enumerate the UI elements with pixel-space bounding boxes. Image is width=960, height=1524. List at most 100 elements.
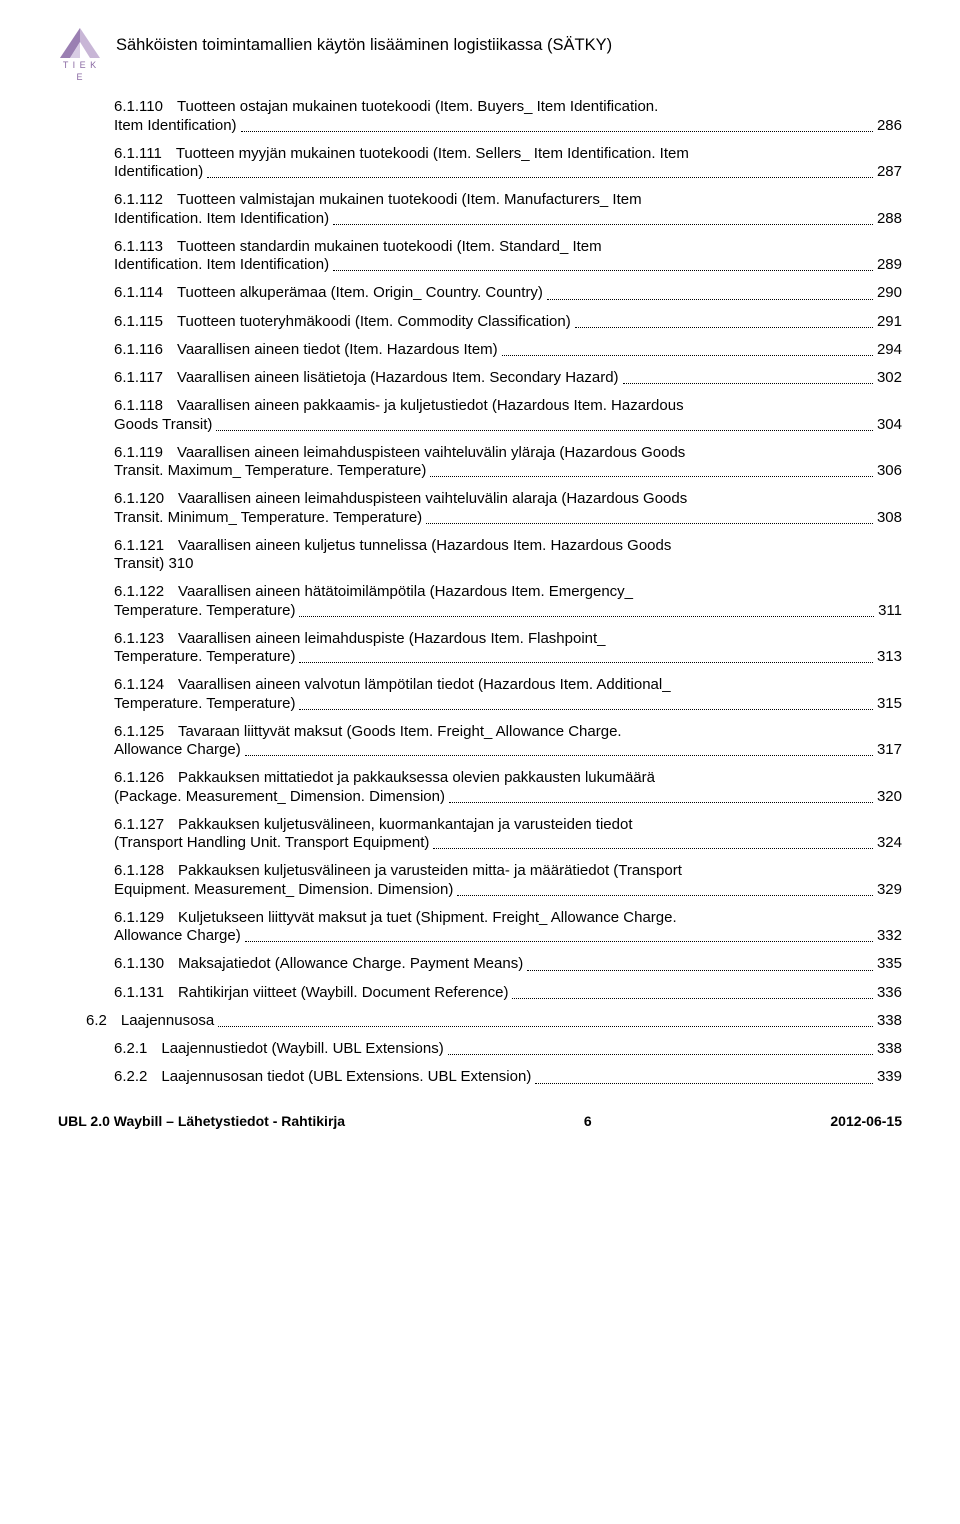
toc-entry-continuation: Item Identification)286	[86, 116, 902, 136]
toc-leader-dots	[502, 355, 873, 356]
toc-entry-continuation-text: Allowance Charge)	[114, 740, 241, 760]
toc-entry: 6.1.127Pakkauksen kuljetusvälineen, kuor…	[86, 815, 902, 835]
toc-entry-label: Tavaraan liittyvät maksut (Goods Item. F…	[178, 722, 622, 742]
toc-entry-continuation: Allowance Charge)317	[86, 740, 902, 760]
toc-entry-number: 6.1.121	[114, 536, 164, 556]
toc-entry-label: Vaarallisen aineen kuljetus tunnelissa (…	[178, 536, 671, 556]
toc-entry-label: Vaarallisen aineen leimahduspisteen vaih…	[177, 443, 685, 463]
toc-entry-page: 339	[877, 1067, 902, 1087]
footer-page-number: 6	[584, 1112, 592, 1131]
toc-entry-continuation-text: Temperature. Temperature)	[114, 601, 295, 621]
toc-entry-continuation-text: Equipment. Measurement_ Dimension. Dimen…	[114, 880, 453, 900]
toc-entry-number: 6.1.113	[114, 237, 163, 257]
toc-entry-label: Tuotteen tuoteryhmäkoodi (Item. Commodit…	[177, 312, 571, 332]
toc-entry-page: 294	[877, 340, 902, 360]
toc-leader-dots	[527, 970, 873, 971]
toc-entry: 6.1.123Vaarallisen aineen leimahduspiste…	[86, 629, 902, 649]
toc-entry-continuation: (Transport Handling Unit. Transport Equi…	[86, 833, 902, 853]
logo: T I E K E	[58, 28, 102, 83]
toc-entry-label: Maksajatiedot (Allowance Charge. Payment…	[178, 954, 523, 974]
toc-entry: 6.1.116Vaarallisen aineen tiedot (Item. …	[86, 340, 902, 360]
toc-entry-continuation: Identification. Item Identification)289	[86, 255, 902, 275]
toc-entry-label: Tuotteen ostajan mukainen tuotekoodi (It…	[177, 97, 658, 117]
toc-entry: 6.2.2Laajennusosan tiedot (UBL Extension…	[86, 1067, 902, 1087]
toc-entry-continuation-text: Transit. Maximum_ Temperature. Temperatu…	[114, 461, 426, 481]
toc-entry-page: 324	[877, 833, 902, 853]
toc-entry-number: 6.1.122	[114, 582, 164, 602]
toc-entry-page: 338	[877, 1011, 902, 1031]
toc-entry: 6.1.113Tuotteen standardin mukainen tuot…	[86, 237, 902, 257]
toc-entry-label: Tuotteen alkuperämaa (Item. Origin_ Coun…	[177, 283, 543, 303]
toc-leader-dots	[512, 998, 873, 999]
toc-entry-number: 6.1.131	[114, 983, 164, 1003]
toc-entry-continuation-text: Allowance Charge)	[114, 926, 241, 946]
toc-entry-number: 6.1.119	[114, 443, 163, 463]
toc-entry-number: 6.1.117	[114, 368, 163, 388]
toc-entry: 6.1.115Tuotteen tuoteryhmäkoodi (Item. C…	[86, 312, 902, 332]
toc-entry-continuation: Temperature. Temperature)311	[86, 601, 902, 621]
toc-entry-page: 329	[877, 880, 902, 900]
toc-entry: 6.1.131Rahtikirjan viitteet (Waybill. Do…	[86, 983, 902, 1003]
toc-entry-number: 6.1.114	[114, 283, 163, 303]
toc-entry-number: 6.1.116	[114, 340, 163, 360]
page-footer: UBL 2.0 Waybill – Lähetystiedot - Rahtik…	[58, 1112, 902, 1131]
toc-entry-continuation-text: Transit) 310	[114, 554, 193, 574]
toc-entry: 6.1.130Maksajatiedot (Allowance Charge. …	[86, 954, 902, 974]
toc-leader-dots	[575, 327, 873, 328]
toc-leader-dots	[426, 523, 873, 524]
toc-entry-continuation-text: Identification)	[114, 162, 203, 182]
toc-leader-dots	[299, 709, 872, 710]
toc-entry-continuation: Identification. Item Identification) 288	[86, 209, 902, 229]
toc-entry-page: 338	[877, 1039, 902, 1059]
toc-leader-dots	[299, 662, 872, 663]
toc-entry-page: 287	[877, 162, 902, 182]
toc-entry-continuation-text: Item Identification)	[114, 116, 237, 136]
toc-entry-page: 289	[877, 255, 902, 275]
toc-entry: 6.1.126Pakkauksen mittatiedot ja pakkauk…	[86, 768, 902, 788]
toc-entry-number: 6.1.128	[114, 861, 164, 881]
toc-entry-label: Tuotteen valmistajan mukainen tuotekoodi…	[177, 190, 642, 210]
toc-entry: 6.2.1Laajennustiedot (Waybill. UBL Exten…	[86, 1039, 902, 1059]
toc-entry: 6.1.121 Vaarallisen aineen kuljetus tunne…	[86, 536, 902, 556]
toc-leader-dots	[333, 270, 873, 271]
toc-entry-continuation-text: Transit. Minimum_ Temperature. Temperatu…	[114, 508, 422, 528]
toc-entry-number: 6.2.1	[114, 1039, 147, 1059]
toc-entry-continuation: Allowance Charge) 332	[86, 926, 902, 946]
toc-entry-page: 302	[877, 368, 902, 388]
toc-entry: 6.1.117 Vaarallisen aineen lisätietoja (H…	[86, 368, 902, 388]
toc-entry-page: 308	[877, 508, 902, 528]
toc-entry-page: 335	[877, 954, 902, 974]
toc-entry-page: 313	[877, 647, 902, 667]
logo-text: T I E K E	[58, 59, 102, 83]
toc-entry-label: Pakkauksen kuljetusvälineen ja varusteid…	[178, 861, 682, 881]
toc-entry-continuation-text: Temperature. Temperature)	[114, 694, 295, 714]
toc-entry-continuation-text: Temperature. Temperature)	[114, 647, 295, 667]
toc-leader-dots	[245, 755, 873, 756]
toc-entry: 6.1.111Tuotteen myyjän mukainen tuotekoo…	[86, 144, 902, 164]
toc-entry-continuation-text: Identification. Item Identification)	[114, 209, 329, 229]
toc-entry-continuation: Temperature. Temperature) 313	[86, 647, 902, 667]
toc-entry-label: Vaarallisen aineen lisätietoja (Hazardou…	[177, 368, 619, 388]
toc-leader-dots	[207, 177, 873, 178]
toc-entry: 6.2Laajennusosa338	[86, 1011, 902, 1031]
toc-entry-page: 288	[877, 209, 902, 229]
toc-leader-dots	[430, 476, 873, 477]
toc-entry-label: Vaarallisen aineen pakkaamis- ja kuljetu…	[177, 396, 684, 416]
toc-entry-number: 6.2.2	[114, 1067, 147, 1087]
toc-entry-continuation-text: (Transport Handling Unit. Transport Equi…	[114, 833, 429, 853]
toc-entry-label: Pakkauksen mittatiedot ja pakkauksessa o…	[178, 768, 655, 788]
page-header: T I E K E Sähköisten toimintamallien käy…	[58, 28, 902, 83]
toc-entry-number: 6.1.118	[114, 396, 163, 416]
toc-entry-continuation: Goods Transit)304	[86, 415, 902, 435]
toc-entry: 6.1.119 Vaarallisen aineen leimahduspiste…	[86, 443, 902, 463]
toc-entry-page: 290	[877, 283, 902, 303]
toc-entry-continuation-text: (Package. Measurement_ Dimension. Dimens…	[114, 787, 445, 807]
toc-entry-page: 336	[877, 983, 902, 1003]
toc-entry: 6.1.110Tuotteen ostajan mukainen tuoteko…	[86, 97, 902, 117]
toc-entry-label: Tuotteen myyjän mukainen tuotekoodi (Ite…	[176, 144, 689, 164]
document-title: Sähköisten toimintamallien käytön lisääm…	[116, 28, 612, 56]
toc-leader-dots	[218, 1026, 873, 1027]
toc-entry-continuation: Identification) 287	[86, 162, 902, 182]
toc-entry-page: 332	[877, 926, 902, 946]
toc-entry: 6.1.129Kuljetukseen liittyvät maksut ja …	[86, 908, 902, 928]
